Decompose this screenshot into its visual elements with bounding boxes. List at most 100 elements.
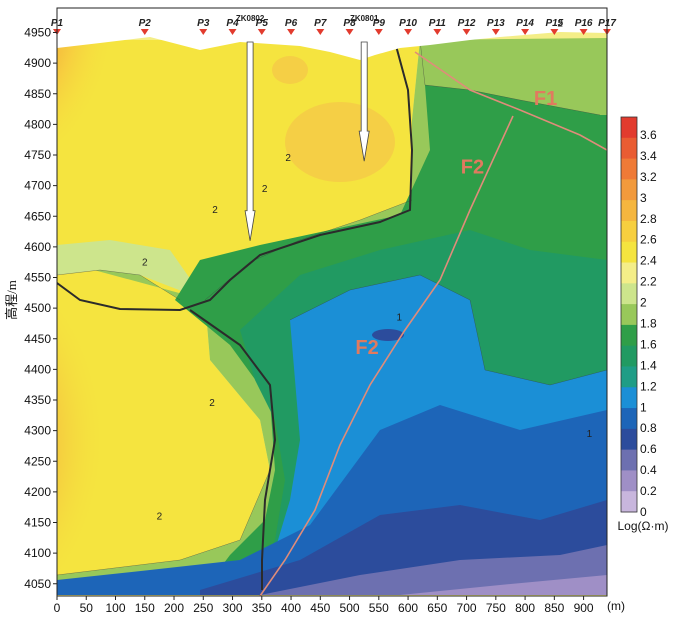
y-tick-label: 4300 xyxy=(24,424,51,438)
zone-light-green-left xyxy=(57,240,205,300)
colorbar-tick-label: 3 xyxy=(640,191,647,205)
colorbar-swatch xyxy=(621,408,637,430)
x-tick-label: 450 xyxy=(310,601,330,615)
station-marker xyxy=(345,29,354,35)
station-label: P15 xyxy=(545,18,563,29)
fault-label: F2 xyxy=(461,156,484,178)
colorbar-swatch xyxy=(621,470,637,492)
station-label: P10 xyxy=(399,18,417,29)
y-tick-label: 4050 xyxy=(24,577,51,591)
colorbar-tick-label: 0.2 xyxy=(640,484,657,498)
station-label: P3 xyxy=(197,18,210,29)
colorbar-swatch xyxy=(621,179,637,201)
x-tick-label: 200 xyxy=(164,601,184,615)
zone-violet xyxy=(260,545,607,595)
x-tick-label: 100 xyxy=(105,601,125,615)
x-tick-label: 500 xyxy=(340,601,360,615)
colorbar-swatch xyxy=(621,324,637,347)
station-marker xyxy=(579,29,588,35)
boreholes: ZK0802 ZK0801 xyxy=(236,14,379,241)
station-label: P13 xyxy=(487,18,505,29)
colorbar-tick-label: 3.2 xyxy=(640,170,657,184)
colorbar-tick-label: 0.4 xyxy=(640,463,657,477)
x-tick-label: 850 xyxy=(544,601,564,615)
colorbar-tick-label: 1.2 xyxy=(640,379,657,393)
colorbar-tick-label: 2.8 xyxy=(640,212,657,226)
zone-orange-patch-2 xyxy=(272,56,308,84)
x-tick-label: 900 xyxy=(574,601,594,615)
colorbar-tick-label: 2 xyxy=(640,296,647,310)
station-marker xyxy=(550,29,559,35)
x-tick-label: 50 xyxy=(80,601,94,615)
zone-low-lens xyxy=(372,329,404,341)
x-axis-unit: (m) xyxy=(607,599,625,613)
y-tick-label: 4900 xyxy=(24,56,51,70)
y-tick-label: 4700 xyxy=(24,179,51,193)
colorbar-tick-label: 3.4 xyxy=(640,149,657,163)
contour-label: 2 xyxy=(285,153,291,164)
y-tick-label: 4450 xyxy=(24,332,51,346)
station-label: P5 xyxy=(256,18,269,29)
station-marker xyxy=(521,29,530,35)
colorbar-swatch xyxy=(621,117,637,139)
station-marker xyxy=(228,29,237,35)
y-tick-label: 4950 xyxy=(24,26,51,40)
station-label: P4 xyxy=(226,18,239,29)
station-marker xyxy=(374,29,383,35)
station-marker xyxy=(433,29,442,35)
x-tick-label: 800 xyxy=(515,601,535,615)
colorbar-swatch xyxy=(621,491,637,513)
colorbar-swatch xyxy=(621,283,637,305)
colorbar-swatch xyxy=(621,345,637,367)
x-tick-label: 550 xyxy=(369,601,389,615)
colorbar-swatch xyxy=(621,366,637,388)
borehole-marker xyxy=(244,41,256,241)
colorbar-tick-label: 2.6 xyxy=(640,233,657,247)
fault-f1 xyxy=(414,51,607,151)
contour-label: 1 xyxy=(587,429,593,440)
y-tick-label: 4850 xyxy=(24,87,51,101)
y-tick-label: 4150 xyxy=(24,516,51,530)
x-tick-label: 150 xyxy=(135,601,155,615)
zone-orange-left xyxy=(57,290,182,590)
colorbar: 3.6 3.4 3.2 3 2.8 2.6 2.4 2.2 2 1.8 1.6 1.4 1.2 1 0.8 0… xyxy=(620,116,657,519)
station-marker xyxy=(199,29,208,35)
colorbar-label: Log(Ω·m) xyxy=(618,519,669,533)
colorbar-swatch xyxy=(621,200,637,222)
station-marker xyxy=(140,29,149,35)
y-axis-label: 高程/m xyxy=(4,280,19,320)
station-label: P7 xyxy=(314,18,327,29)
station-marker xyxy=(316,29,325,35)
x-tick-label: 250 xyxy=(193,601,213,615)
y-tick-label: 4100 xyxy=(24,546,51,560)
x-tick-label: 600 xyxy=(398,601,418,615)
x-axis: 0 50 100 150 200 250 300 350 400 450 500 550 600 650 7… xyxy=(54,596,594,615)
x-tick-label: 650 xyxy=(427,601,447,615)
y-tick-label: 4550 xyxy=(24,271,51,285)
y-tick-label: 4500 xyxy=(24,301,51,315)
y-tick-label: 4400 xyxy=(24,362,51,376)
zone-orange-patch xyxy=(285,102,395,182)
colorbar-tick-label: 1 xyxy=(640,400,647,414)
x-tick-label: 350 xyxy=(252,601,272,615)
fault-label: F1 xyxy=(534,88,557,110)
station-label: P11 xyxy=(429,18,446,29)
contour-label: 2 xyxy=(557,18,563,29)
y-tick-label: 4250 xyxy=(24,454,51,468)
annotations: F1 F2 F2 2 2 2 2 2 2 1 1 2 xyxy=(142,18,593,522)
borehole-label: ZK0801 xyxy=(350,14,379,23)
zone-lilac xyxy=(400,575,607,595)
colorbar-tick-label: 0.8 xyxy=(640,421,657,435)
station-label: P8 xyxy=(343,18,356,29)
x-tick-label: 0 xyxy=(54,601,61,615)
colorbar-tick-label: 3.6 xyxy=(640,128,657,142)
colorbar-swatch xyxy=(621,449,637,471)
x-tick-label: 750 xyxy=(486,601,506,615)
x-tick-label: 400 xyxy=(281,601,301,615)
y-tick-label: 4750 xyxy=(24,148,51,162)
y-tick-label: 4350 xyxy=(24,393,51,407)
colorbar-swatch xyxy=(621,220,637,243)
fault-lines xyxy=(259,51,607,596)
colorbar-swatch xyxy=(621,158,637,180)
colorbar-tick-label: 1.8 xyxy=(640,317,657,331)
